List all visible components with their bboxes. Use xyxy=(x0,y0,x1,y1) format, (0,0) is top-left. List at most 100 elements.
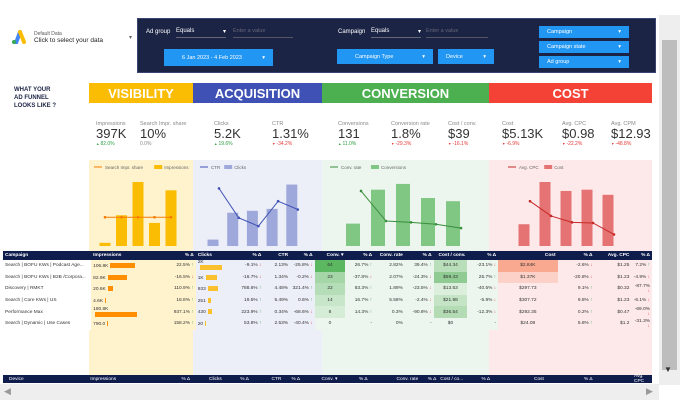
column-header[interactable]: % Δ xyxy=(467,251,499,260)
table-row[interactable]: Search | BOFU KWs | B2B /Corpora... 82.9K… xyxy=(3,271,652,284)
arrow-down-icon: ↓ xyxy=(427,286,432,292)
data-source-selector[interactable]: Default Data Click to select your data ▾ xyxy=(10,30,132,44)
table-row[interactable]: Performance Max 180.8K 937.1% ↑ 430 223.9% ↑… xyxy=(3,306,652,318)
scroll-left-arrow-icon[interactable]: ◀ xyxy=(4,386,11,396)
column-header[interactable]: % Δ xyxy=(427,376,437,382)
table-row[interactable]: Search | BOFU KWs | Podcast Age... 106.8K… xyxy=(3,260,652,272)
column-header[interactable]: Clicks xyxy=(209,376,222,382)
column-header[interactable]: % Δ xyxy=(152,251,196,260)
column-header[interactable]: Campaign xyxy=(3,251,92,260)
table-cell: 14 xyxy=(314,294,346,307)
device-dropdown[interactable]: Device ▾ xyxy=(438,49,494,64)
table-cell: 106.8K xyxy=(91,260,153,272)
table-cell: - xyxy=(467,317,499,330)
column-header[interactable]: Conv. rate xyxy=(396,376,419,382)
kpi-label: Cost / conv. xyxy=(448,121,477,127)
campaign-type-dropdown[interactable]: Campaign Type ▾ xyxy=(337,49,433,64)
arrow-down-icon: ↓ xyxy=(308,309,313,315)
column-header[interactable]: Conv. rate xyxy=(374,251,405,260)
column-header[interactable]: Cost xyxy=(498,251,558,260)
column-header[interactable]: % Δ xyxy=(631,251,652,260)
value-bar xyxy=(199,265,222,271)
column-header[interactable]: Conv. ▾ xyxy=(321,376,338,382)
column-header[interactable]: Device xyxy=(9,376,24,382)
table-cell: 83.3% ↑ xyxy=(345,283,375,295)
scroll-right-arrow-icon[interactable]: ▶ xyxy=(646,386,653,396)
column-header[interactable]: Impressions xyxy=(91,251,153,260)
horizontal-scrollbar[interactable]: ◀ ▶ xyxy=(0,384,659,400)
table-row[interactable]: Search | Core KWs | US 4.6K 18.8% ↑ 251 19.5… xyxy=(3,294,652,307)
column-header[interactable]: % Δ xyxy=(291,376,301,382)
legend-line-label: Search Impr. share xyxy=(105,165,144,170)
table-cell: Search | BOFU KWs | Podcast Age... xyxy=(3,260,92,272)
section-acquisition: ACQUISITION xyxy=(193,83,322,103)
campaign-operator-select[interactable]: Equals ▾ xyxy=(371,27,421,38)
table-cell: -69.0% ↓ xyxy=(631,306,652,318)
kpi-label: Clicks xyxy=(214,121,229,127)
table-cell: $13.53 xyxy=(433,283,468,295)
chevron-down-icon: ▾ xyxy=(422,53,425,60)
column-header[interactable]: % Δ xyxy=(557,251,595,260)
column-header[interactable]: % Δ xyxy=(359,376,368,382)
chart-point xyxy=(549,214,553,218)
arrow-up-icon: ↑ xyxy=(257,298,262,304)
section-cost: COST xyxy=(489,83,652,103)
vertical-scrollbar[interactable]: ▼ xyxy=(659,15,680,385)
column-header[interactable]: Cost xyxy=(534,376,544,382)
column-header[interactable]: % Δ xyxy=(584,376,593,382)
chart-bar xyxy=(581,189,593,246)
column-header[interactable]: % Δ xyxy=(240,376,249,382)
table-cell: $1.25 xyxy=(594,260,632,272)
campaign-state-dropdown[interactable]: Campaign state ▾ xyxy=(539,41,629,53)
table-row[interactable]: Discovery | RMKT 20.6K 110.9% ↑ 933 788.6% ↑… xyxy=(3,283,652,295)
column-header[interactable]: CTR xyxy=(271,376,282,382)
column-header[interactable]: % Δ xyxy=(290,251,315,260)
adgroup-dropdown[interactable]: Ad group ▾ xyxy=(539,56,629,68)
column-header[interactable]: Clicks xyxy=(195,251,225,260)
column-header[interactable]: Cost / conv. xyxy=(433,251,468,260)
arrow-down-icon: ↓ xyxy=(427,298,432,304)
table-cell: 430 xyxy=(195,306,225,318)
column-header[interactable]: Impressions xyxy=(90,376,117,382)
value-bar xyxy=(107,274,127,280)
table-cell: 321.4% ↑ xyxy=(290,283,315,295)
table-cell: 2.07% xyxy=(374,271,405,284)
campaign-value-input[interactable]: Enter a value xyxy=(426,27,488,38)
adgroup-value-input[interactable]: Enter a value xyxy=(233,27,293,38)
value-bar xyxy=(110,262,136,268)
column-header[interactable]: % Δ xyxy=(481,376,491,382)
column-header[interactable]: % Δ xyxy=(181,376,191,382)
kpi-clicks: Clicks 5.2K ▲ 19.6% xyxy=(214,121,241,147)
column-header[interactable]: Avg. CPC xyxy=(594,251,632,260)
arrow-down-icon: ↓ xyxy=(588,274,593,280)
column-header[interactable]: Conv. ▾ xyxy=(314,251,346,260)
column-header[interactable]: % Δ xyxy=(345,251,375,260)
arrow-up-icon: ↑ xyxy=(368,309,373,315)
column-header[interactable]: % Δ xyxy=(224,251,264,260)
table-cell: 2.82% xyxy=(374,260,405,272)
arrow-down-icon: ↓ xyxy=(492,309,497,315)
chart-bar xyxy=(246,210,258,246)
kpi-delta: ▲ 82.0% xyxy=(96,141,115,147)
date-range-picker[interactable]: 6 Jan 2023 - 4 Feb 2023 ▾ xyxy=(164,49,273,66)
table-cell: - xyxy=(404,317,434,330)
scrollbar-thumb[interactable] xyxy=(662,40,677,370)
device-table-header: Device Impressions % Δ Clicks % Δ CTR % Δ Conv.… xyxy=(3,374,663,384)
table-cell: $2.84K xyxy=(498,260,558,272)
column-header[interactable]: % Δ xyxy=(404,251,434,260)
table-row[interactable]: Search | Dynamic | Use Cases 790.0 158.2% … xyxy=(3,317,652,330)
campaign-filter-label: Campaign xyxy=(338,29,366,35)
column-header[interactable]: Cost / co... xyxy=(440,376,464,382)
campaign-dropdown[interactable]: Campaign ▾ xyxy=(539,26,629,38)
chart-point xyxy=(459,226,463,230)
column-header[interactable]: Avg. CPC xyxy=(634,374,645,384)
adgroup-operator-select[interactable]: Equals ▾ xyxy=(176,27,226,38)
chart-point xyxy=(570,221,574,224)
chart-bar xyxy=(149,222,160,246)
column-header[interactable]: CTR xyxy=(263,251,291,260)
table-cell: -31.3% ↓ xyxy=(631,317,652,330)
value-bar xyxy=(207,309,213,315)
scroll-down-arrow-icon[interactable]: ▼ xyxy=(664,365,672,374)
kpi-conversions: Conversions 131 ▲ 11.0% xyxy=(338,121,369,147)
table-cell: - xyxy=(345,317,375,330)
